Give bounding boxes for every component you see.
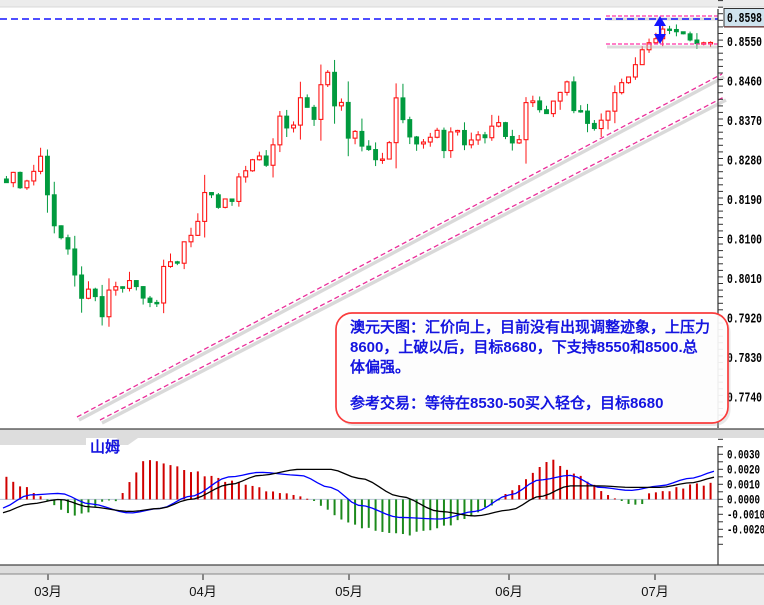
svg-text:0.8598: 0.8598	[727, 11, 762, 27]
svg-text:0.8280: 0.8280	[727, 154, 762, 170]
svg-text:0.8190: 0.8190	[727, 193, 762, 209]
svg-text:0.7740: 0.7740	[727, 391, 762, 407]
svg-text:参考交易：等待在8530-50买入轻仓，目标8680: 参考交易：等待在8530-50买入轻仓，目标8680	[350, 394, 663, 412]
svg-text:0.8550: 0.8550	[727, 35, 762, 51]
svg-text:山姆: 山姆	[90, 438, 120, 456]
svg-text:-0.0010: -0.0010	[727, 507, 764, 522]
svg-text:07月: 07月	[641, 584, 668, 599]
svg-text:8600，上破以后，目标8680，下支持8550和8500.: 8600，上破以后，目标8680，下支持8550和8500.总	[350, 338, 698, 356]
svg-text:0.7920: 0.7920	[727, 312, 762, 328]
svg-text:0.8460: 0.8460	[727, 75, 762, 91]
svg-text:06月: 06月	[495, 584, 522, 599]
svg-text:0.7830: 0.7830	[727, 351, 762, 367]
svg-text:04月: 04月	[189, 584, 216, 599]
svg-text:0.0030: 0.0030	[727, 447, 760, 462]
svg-text:05月: 05月	[335, 584, 362, 599]
svg-text:0.8370: 0.8370	[727, 114, 762, 130]
svg-text:-0.0020: -0.0020	[727, 523, 764, 538]
svg-text:0.8010: 0.8010	[727, 272, 762, 288]
svg-text:0.0020: 0.0020	[727, 462, 760, 477]
svg-text:03月: 03月	[34, 584, 61, 599]
svg-text:澳元天图：汇价向上，目前没有出现调整迹象，上压力: 澳元天图：汇价向上，目前没有出现调整迹象，上压力	[350, 318, 710, 336]
svg-text:0.8100: 0.8100	[727, 233, 762, 249]
svg-text:0.0010: 0.0010	[727, 477, 760, 492]
svg-text:体偏强。: 体偏强。	[350, 358, 410, 376]
svg-text:0.0000: 0.0000	[727, 492, 760, 507]
